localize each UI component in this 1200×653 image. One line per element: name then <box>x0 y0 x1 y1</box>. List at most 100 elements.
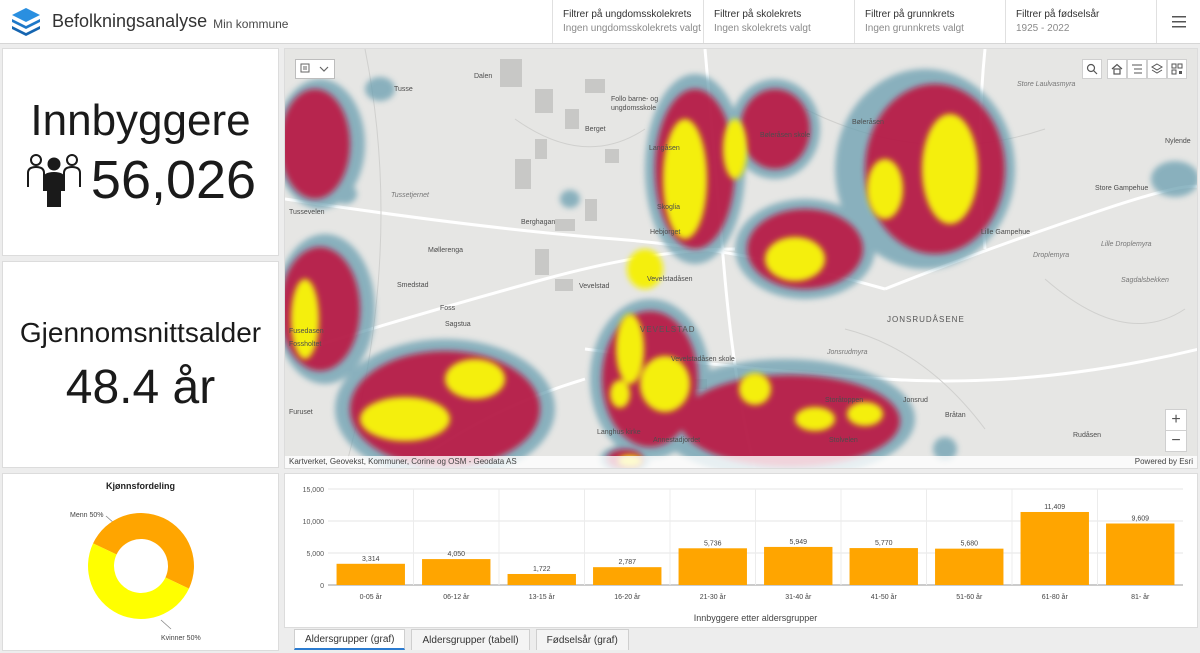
filter-fodselsar[interactable]: Filtrer på fødselsår 1925 - 2022 <box>1005 0 1156 43</box>
zoom-out-button[interactable]: − <box>1165 430 1187 452</box>
chevron-down-icon <box>319 66 329 72</box>
home-icon <box>1111 63 1123 75</box>
bar[interactable] <box>507 573 576 585</box>
filter-subtitle: 1925 - 2022 <box>1016 23 1070 34</box>
map-qr-button[interactable] <box>1167 59 1187 79</box>
filter-ungdomsskolekrets[interactable]: Filtrer på ungdomsskolekrets Ingen ungdo… <box>552 0 703 43</box>
x-tick-label: 0-05 år <box>360 593 383 601</box>
donut-slice-women[interactable] <box>88 543 189 619</box>
tab-aldersgrupper-graf[interactable]: Aldersgrupper (graf) <box>294 629 406 650</box>
heatmap-map[interactable]: Dalen Tusse Follo barne- og ungdomsskole… <box>284 48 1198 469</box>
chart-tabs: Aldersgrupper (graf) Aldersgrupper (tabe… <box>294 629 635 651</box>
gender-donut-card: Kjønnsfordeling Menn 50% Kvinner 50% <box>2 473 279 651</box>
donut-chart[interactable]: Menn 50% Kvinner 50% <box>3 474 280 652</box>
hamburger-icon <box>1171 15 1186 27</box>
donut-title: Kjønnsfordeling <box>106 481 175 491</box>
donut-slice-men[interactable] <box>93 513 194 589</box>
map-label: Langhus kirke <box>597 429 641 436</box>
map-label: Nylende <box>1165 138 1191 145</box>
powered-by[interactable]: Powered by Esri <box>1134 457 1193 466</box>
app-title: Befolkningsanalyse <box>52 11 208 31</box>
age-bar-chart-card: 0 5,000 10,000 15,000 3,314 0-05 år 4,050 06-12… <box>284 473 1198 628</box>
filter-grunnkrets[interactable]: Filtrer på grunnkrets Ingen grunnkrets v… <box>854 0 1005 43</box>
map-label: Tussetjernet <box>391 192 429 199</box>
map-label: Storåtoppen <box>825 397 864 404</box>
bar[interactable] <box>1106 523 1175 585</box>
kpi-population-row: 56,026 <box>3 149 278 211</box>
kpi-population-value: 56,026 <box>90 150 257 210</box>
kpi-age-value: 48.4 år <box>65 361 216 414</box>
map-attribution-bar: Kartverket, Geovekst, Kommuner, Corine o… <box>285 456 1197 468</box>
bar[interactable] <box>935 548 1004 585</box>
filter-title: Filtrer på grunnkrets <box>865 9 955 20</box>
layers-logo-icon <box>12 7 40 36</box>
map-label: Sagstua <box>445 321 471 328</box>
map-label: Jonsrudmyra <box>827 349 868 356</box>
filter-title: Filtrer på fødselsår <box>1016 9 1100 20</box>
map-label: Lille Droplemyra <box>1101 241 1152 248</box>
map-label: Tussevelen <box>289 209 325 216</box>
map-label: Jonsrud <box>903 397 928 404</box>
donut-women-label: Kvinner 50% <box>161 635 201 642</box>
bar-value-label: 9,609 <box>1131 516 1149 523</box>
map-label: Store Laulvasmyra <box>1017 81 1076 88</box>
bar-value-label: 3,314 <box>362 556 380 563</box>
map-label: Furuset <box>289 409 313 416</box>
tab-fodselsar-graf[interactable]: Fødselsår (graf) <box>535 629 629 650</box>
map-label: Skoglia <box>657 204 680 211</box>
x-axis-title: Innbyggere etter aldersgrupper <box>694 613 818 623</box>
map-label: Vevelstadåsen skole <box>671 356 735 363</box>
menu-button[interactable] <box>1156 0 1200 43</box>
bar-value-label: 11,409 <box>1044 504 1065 511</box>
y-tick-label: 5,000 <box>306 551 324 558</box>
map-layers-button[interactable] <box>1147 59 1167 79</box>
legend-button[interactable] <box>295 59 335 79</box>
bar[interactable] <box>678 548 747 585</box>
map-label: Rudåsen <box>1073 432 1102 439</box>
y-tick-label: 0 <box>320 583 324 590</box>
x-tick-label: 13-15 år <box>529 593 556 601</box>
bar[interactable] <box>593 567 662 585</box>
brand: Befolkningsanalyse Min kommune <box>0 0 552 43</box>
map-list-button[interactable] <box>1127 59 1147 79</box>
bar[interactable] <box>764 546 833 585</box>
filter-skolekrets[interactable]: Filtrer på skolekrets Ingen skolekrets v… <box>703 0 854 43</box>
kpi-age-card: Gjennomsnittsalder 48.4 år <box>2 261 279 468</box>
bar[interactable] <box>422 559 491 585</box>
map-label: VEVELSTAD <box>640 325 696 334</box>
filter-subtitle: Ingen ungdomsskolekrets valgt <box>563 23 701 34</box>
filter-subtitle: Ingen skolekrets valgt <box>714 23 811 34</box>
bar-value-label: 1,722 <box>533 566 551 573</box>
x-tick-label: 31-40 år <box>785 593 812 601</box>
map-label: Vevelstadåsen <box>647 276 693 283</box>
map-label: Langåsen <box>649 145 680 152</box>
map-search-button[interactable] <box>1082 59 1102 79</box>
legend-icon <box>300 63 310 73</box>
x-tick-label: 41-50 år <box>871 593 898 601</box>
bar-value-label: 4,050 <box>447 551 465 558</box>
map-home-button[interactable] <box>1107 59 1127 79</box>
bar-value-label: 5,736 <box>704 540 722 547</box>
bar[interactable] <box>336 563 405 585</box>
filter-title: Filtrer på ungdomsskolekrets <box>563 9 692 20</box>
map-label: Møllerenga <box>428 247 464 254</box>
list-icon <box>1132 64 1142 74</box>
bar[interactable] <box>849 548 918 585</box>
bar-value-label: 5,949 <box>789 539 807 546</box>
header-bar: Befolkningsanalyse Min kommune Filtrer p… <box>0 0 1200 44</box>
map-label: Hebjorget <box>650 229 681 236</box>
bar[interactable] <box>1020 511 1089 585</box>
layers-icon <box>1151 63 1163 74</box>
y-tick-label: 10,000 <box>303 519 325 526</box>
donut-men-label: Menn 50% <box>70 512 103 519</box>
map-label: Lille Gampehue <box>981 229 1031 236</box>
zoom-in-button[interactable]: + <box>1165 409 1187 431</box>
map-label: Follo barne- og <box>611 96 659 103</box>
map-canvas[interactable] <box>285 49 1198 469</box>
age-bar-chart[interactable]: 0 5,000 10,000 15,000 3,314 0-05 år 4,050 06-12… <box>285 474 1199 629</box>
filter-title: Filtrer på skolekrets <box>714 9 802 20</box>
map-label: Berghagan <box>521 219 556 226</box>
map-label: Stolvelen <box>829 437 858 444</box>
map-label: Store Gampehue <box>1095 185 1149 192</box>
tab-aldersgrupper-tabell[interactable]: Aldersgrupper (tabell) <box>411 629 530 650</box>
